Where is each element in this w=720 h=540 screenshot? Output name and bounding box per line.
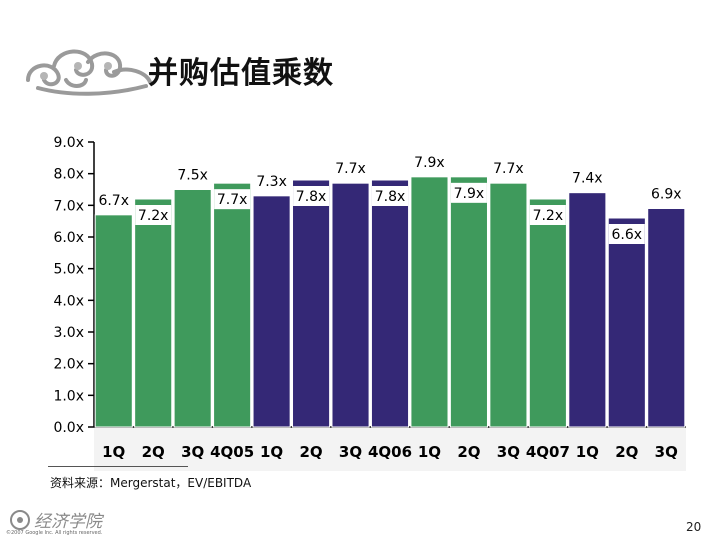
data-label: 7.3x bbox=[256, 174, 287, 190]
data-label-bg bbox=[411, 151, 448, 172]
bar-8 bbox=[370, 179, 410, 428]
data-label: 7.9x bbox=[414, 155, 445, 171]
x-tick-label: 2Q bbox=[615, 443, 638, 461]
x-tick-label: 1Q bbox=[260, 443, 283, 461]
x-tick-label: 1Q bbox=[102, 443, 125, 461]
bar-5 bbox=[252, 195, 291, 428]
data-label: 6.9x bbox=[651, 187, 682, 203]
source-divider bbox=[48, 466, 188, 467]
data-label: 7.2x bbox=[138, 208, 169, 224]
data-label: 7.7x bbox=[493, 161, 524, 177]
brand-text: 经济学院 bbox=[34, 512, 105, 532]
source-note: 资料来源：Mergerstat，EV/EBITDA bbox=[50, 476, 252, 490]
data-label-bg bbox=[569, 167, 606, 188]
category-band bbox=[94, 427, 686, 471]
slide-title: 并购估值乘数 bbox=[148, 56, 334, 91]
data-label-bg bbox=[214, 189, 251, 210]
y-tick-label: 1.0x bbox=[53, 388, 84, 404]
x-tick-label: 3Q bbox=[655, 443, 678, 461]
y-tick-label: 9.0x bbox=[53, 135, 84, 151]
x-tick-label: 3Q bbox=[181, 443, 204, 461]
y-tick-label: 8.0x bbox=[53, 167, 84, 183]
data-label-bg bbox=[135, 205, 172, 225]
data-label-bg bbox=[253, 170, 290, 191]
cloud-logo-icon bbox=[26, 49, 152, 96]
data-label: 7.5x bbox=[177, 168, 208, 184]
x-tick-label: 4Q06 bbox=[368, 443, 412, 461]
x-tick-label: 2Q bbox=[142, 443, 165, 461]
y-tick-label: 4.0x bbox=[53, 293, 84, 309]
bar-14 bbox=[607, 217, 646, 428]
y-tick-label: 6.0x bbox=[53, 230, 84, 246]
y-tick-label: 3.0x bbox=[53, 325, 84, 341]
bar-10 bbox=[449, 176, 488, 428]
data-label-bg bbox=[529, 205, 566, 225]
data-label-bg bbox=[450, 182, 487, 203]
y-tick-label: 5.0x bbox=[53, 262, 84, 278]
data-label: 7.4x bbox=[572, 171, 603, 187]
data-label: 7.7x bbox=[217, 192, 248, 208]
bar-12 bbox=[528, 198, 567, 428]
data-label-bg bbox=[174, 164, 211, 185]
data-label: 7.8x bbox=[375, 189, 406, 205]
bar-1 bbox=[94, 214, 133, 428]
bar-2 bbox=[134, 198, 173, 428]
bar-4 bbox=[213, 182, 252, 428]
brand-logo-icon: 经济学院 bbox=[10, 510, 105, 532]
data-label-bg bbox=[372, 186, 408, 206]
x-tick-label: 1Q bbox=[418, 443, 441, 461]
data-label-bg bbox=[95, 189, 132, 210]
x-tick-label: 3Q bbox=[339, 443, 362, 461]
bar-3 bbox=[173, 189, 212, 428]
bar-7 bbox=[331, 182, 370, 428]
x-tick-label: 2Q bbox=[457, 443, 480, 461]
data-label: 6.6x bbox=[612, 227, 643, 243]
x-tick-label: 2Q bbox=[299, 443, 322, 461]
bar-15 bbox=[647, 208, 686, 428]
y-tick-label: 2.0x bbox=[53, 357, 84, 373]
x-tick-label: 1Q bbox=[576, 443, 599, 461]
data-label-bg bbox=[490, 158, 527, 179]
x-tick-label: 4Q07 bbox=[526, 443, 570, 461]
data-label: 7.9x bbox=[454, 186, 485, 202]
y-tick-label: 7.0x bbox=[53, 198, 84, 214]
data-label-bg bbox=[332, 158, 369, 179]
data-label: 7.7x bbox=[335, 161, 366, 177]
data-label-bg bbox=[293, 186, 330, 206]
data-label: 7.2x bbox=[533, 208, 564, 224]
page-number: 20 bbox=[686, 520, 702, 534]
data-label-bg bbox=[608, 224, 645, 244]
bar-6 bbox=[292, 179, 331, 428]
bar-9 bbox=[410, 176, 449, 428]
y-tick-label: 0.0x bbox=[53, 420, 84, 436]
data-label: 6.7x bbox=[98, 193, 129, 209]
x-tick-label: 4Q05 bbox=[210, 443, 254, 461]
copyright-text: ©2007 Google Inc. All rights reserved. bbox=[6, 530, 103, 536]
bar-13 bbox=[568, 192, 607, 428]
data-label: 7.8x bbox=[296, 189, 327, 205]
x-tick-label: 3Q bbox=[497, 443, 520, 461]
data-label-bg bbox=[648, 183, 685, 204]
bar-11 bbox=[489, 182, 528, 428]
